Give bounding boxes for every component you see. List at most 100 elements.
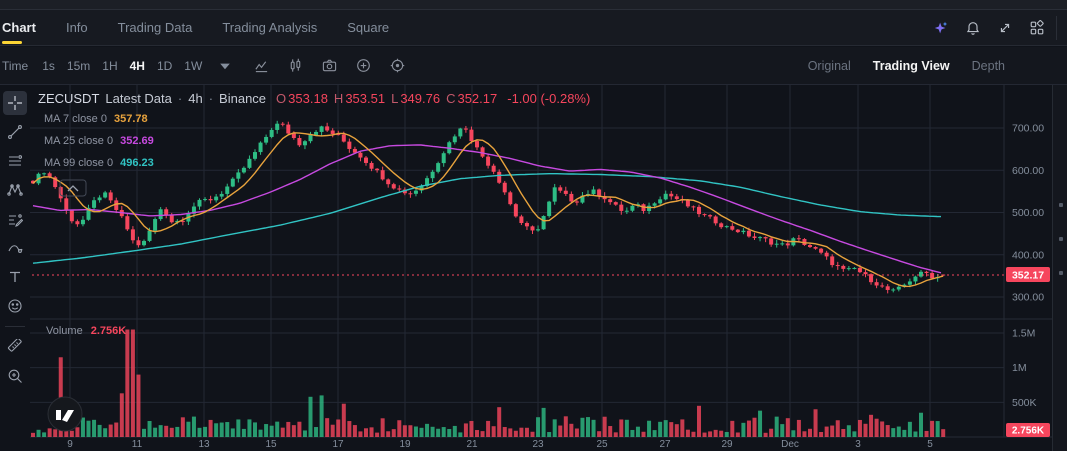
price-tick-label[interactable]: 700.00 [1012, 123, 1044, 135]
volume-bar [796, 419, 801, 437]
candlestick [491, 165, 496, 172]
date-tick-label[interactable]: 23 [532, 439, 544, 450]
volume-bar [219, 422, 224, 437]
candlestick [142, 240, 146, 246]
date-tick-label[interactable]: 5 [927, 439, 933, 450]
apps-grid-icon[interactable] [1028, 19, 1046, 37]
price-volume-chart[interactable]: 700.00 600.00 500.00 400.00 300.00 1.5M 1M 500K… [30, 85, 1052, 451]
fib-lines-tool-icon[interactable] [3, 149, 27, 173]
candlestick [391, 184, 396, 189]
candlestick [685, 200, 690, 207]
volume-bar [191, 416, 196, 437]
candlestick [647, 205, 652, 212]
price-tick-label[interactable]: 500.00 [1012, 207, 1044, 219]
expand-icon[interactable] [996, 19, 1014, 37]
chart-canvas[interactable]: 700.00 600.00 500.00 400.00 300.00 1.5M 1M 500K… [30, 85, 1052, 451]
interval-1s[interactable]: 1s [42, 58, 55, 73]
date-tick-label[interactable]: 25 [596, 439, 608, 450]
volume-bar [680, 419, 685, 437]
candlestick [341, 134, 346, 142]
volume-bar [719, 430, 724, 437]
date-tick-label[interactable]: 11 [132, 439, 143, 450]
nav-tab-chart[interactable]: Chart [2, 20, 36, 44]
candlestick [808, 245, 812, 248]
xabcd-pattern-tool-icon[interactable] [3, 178, 27, 202]
date-tick-label[interactable]: 21 [466, 439, 478, 450]
emoji-tool-icon[interactable] [3, 294, 27, 318]
view-tab-original[interactable]: Original [807, 58, 851, 73]
collapse-indicators-button[interactable] [59, 179, 87, 197]
ruler-tool-icon[interactable] [3, 335, 27, 359]
date-tick-label[interactable]: Dec [781, 439, 799, 450]
volume-bar [547, 432, 552, 437]
price-tick-label[interactable]: 400.00 [1012, 249, 1044, 261]
curve-tool-icon[interactable] [3, 236, 27, 260]
volume-bar [153, 427, 158, 437]
interval-4h[interactable]: 4H [129, 58, 145, 73]
candlestick-icon[interactable] [286, 57, 304, 75]
volume-tick-label[interactable]: 500K [1012, 397, 1037, 409]
caret-down-icon[interactable] [216, 57, 234, 75]
price-tick-label[interactable]: 300.00 [1012, 292, 1044, 304]
date-tick-label[interactable]: 29 [721, 439, 733, 450]
volume-bar [935, 421, 940, 437]
text-tool-icon[interactable] [3, 265, 27, 289]
line-chart-icon[interactable] [252, 57, 270, 75]
view-tab-depth[interactable]: Depth [971, 58, 1005, 73]
interval-1d[interactable]: 1D [156, 58, 173, 73]
nav-tab-trading-data[interactable]: Trading Data [117, 20, 193, 35]
candlestick [913, 276, 918, 282]
volume-bar [214, 423, 219, 437]
volume-bar [652, 430, 657, 437]
candlestick [413, 190, 418, 194]
tradingview-logo[interactable] [47, 396, 83, 432]
volume-bar [286, 421, 291, 437]
top-edge-strip [0, 0, 1067, 10]
volume-bar [308, 396, 313, 437]
nav-tab-square[interactable]: Square [347, 20, 390, 35]
candlestick [752, 236, 757, 238]
plus-circle-icon[interactable] [354, 57, 372, 75]
trend-line-tool-icon[interactable] [3, 120, 27, 144]
ai-stars-icon[interactable] [932, 19, 950, 37]
volume-bar [247, 419, 252, 437]
interval-1h[interactable]: 1H [102, 58, 118, 73]
crosshair-tool-icon[interactable] [3, 91, 27, 115]
view-tab-trading-view[interactable]: Trading View [872, 58, 950, 73]
interval-1w[interactable]: 1W [184, 58, 203, 73]
date-tick-label[interactable]: 13 [198, 439, 210, 450]
target-icon[interactable] [388, 57, 406, 75]
candlestick [275, 123, 280, 130]
candlestick [769, 238, 774, 245]
candlestick [597, 189, 602, 197]
price-tick-label[interactable]: 600.00 [1012, 165, 1044, 177]
volume-bar [913, 431, 918, 437]
date-tick-label[interactable]: 9 [67, 439, 73, 450]
camera-icon[interactable] [320, 57, 338, 75]
volume-bar [863, 423, 868, 437]
interval-15m[interactable]: 15m [66, 58, 91, 73]
candlestick [863, 272, 868, 275]
annotation-tool-icon[interactable] [3, 207, 27, 231]
volume-bar [857, 419, 862, 437]
nav-tab-info[interactable]: Info [65, 20, 88, 35]
volume-bar [896, 426, 901, 437]
volume-bar [319, 395, 324, 437]
candlestick [830, 256, 835, 266]
date-tick-label[interactable]: 15 [265, 439, 277, 450]
date-tick-label[interactable]: 19 [399, 439, 411, 450]
volume-bar [458, 432, 463, 437]
volume-bar [497, 407, 502, 437]
notification-bell-icon[interactable] [964, 19, 982, 37]
volume-tick-label[interactable]: 1.5M [1012, 328, 1035, 340]
zoom-in-tool-icon[interactable] [3, 364, 27, 388]
date-tick-label[interactable]: 3 [855, 439, 861, 450]
date-tick-label[interactable]: 17 [332, 439, 344, 450]
current-price-badge [1006, 266, 1050, 282]
candlestick [158, 209, 163, 220]
date-tick-label[interactable]: 27 [659, 439, 671, 450]
nav-tab-trading-analysis[interactable]: Trading Analysis [222, 20, 318, 35]
volume-tick-label[interactable]: 1M [1012, 362, 1027, 374]
candlestick [86, 207, 91, 220]
volume-bar [541, 407, 546, 437]
